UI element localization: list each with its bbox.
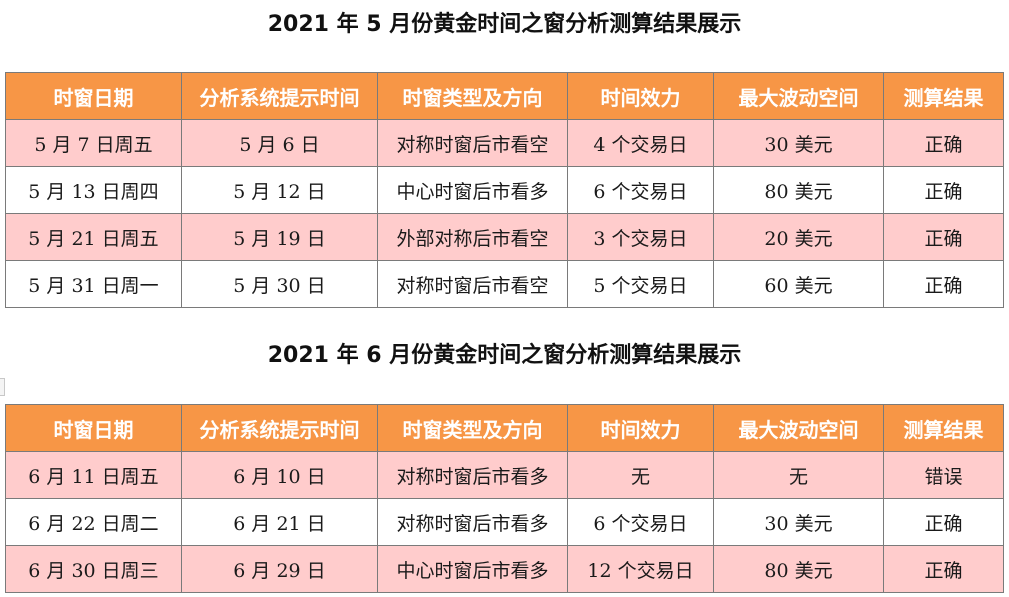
cell-result: 正确 [883, 213, 1004, 261]
cell-result: 正确 [883, 166, 1004, 214]
cell-window-type-direction: 对称时窗后市看多 [377, 451, 568, 499]
cell-window-date: 6 月 30 日周三 [5, 545, 182, 593]
table-row: 5 月 7 日周五 5 月 6 日 对称时窗后市看空 4 个交易日 30 美元 … [5, 119, 1004, 167]
cell-max-fluctuation: 30 美元 [713, 498, 884, 546]
cell-window-date: 5 月 7 日周五 [5, 119, 182, 167]
cell-time-effect: 6 个交易日 [567, 498, 714, 546]
cell-window-type-direction: 对称时窗后市看空 [377, 260, 568, 308]
header-system-hint-time: 分析系统提示时间 [181, 72, 378, 120]
cell-time-effect: 无 [567, 451, 714, 499]
may-results-title: 2021 年 5 月份黄金时间之窗分析测算结果展示 [267, 12, 742, 37]
table-header-row: 时窗日期 分析系统提示时间 时窗类型及方向 时间效力 最大波动空间 测算结果 [5, 404, 1004, 452]
cell-window-date: 6 月 22 日周二 [5, 498, 182, 546]
cell-max-fluctuation: 30 美元 [713, 119, 884, 167]
table-header-row: 时窗日期 分析系统提示时间 时窗类型及方向 时间效力 最大波动空间 测算结果 [5, 72, 1004, 120]
cell-max-fluctuation: 无 [713, 451, 884, 499]
cell-window-type-direction: 中心时窗后市看多 [377, 166, 568, 214]
cell-result: 正确 [883, 498, 1004, 546]
table-row: 6 月 22 日周二 6 月 21 日 对称时窗后市看多 6 个交易日 30 美… [5, 498, 1004, 546]
cell-system-hint-time: 5 月 30 日 [181, 260, 378, 308]
header-time-effect: 时间效力 [567, 404, 714, 452]
cell-result: 错误 [883, 451, 1004, 499]
header-result: 测算结果 [883, 404, 1004, 452]
cell-window-date: 5 月 13 日周四 [5, 166, 182, 214]
header-system-hint-time: 分析系统提示时间 [181, 404, 378, 452]
cell-result: 正确 [883, 260, 1004, 308]
cell-system-hint-time: 6 月 29 日 [181, 545, 378, 593]
header-max-fluctuation: 最大波动空间 [713, 404, 884, 452]
cell-system-hint-time: 5 月 12 日 [181, 166, 378, 214]
cell-max-fluctuation: 80 美元 [713, 166, 884, 214]
header-window-type-direction: 时窗类型及方向 [377, 404, 568, 452]
cell-max-fluctuation: 60 美元 [713, 260, 884, 308]
table-row: 6 月 11 日周五 6 月 10 日 对称时窗后市看多 无 无 错误 [5, 451, 1004, 499]
june-results-title: 2021 年 6 月份黄金时间之窗分析测算结果展示 [267, 343, 742, 368]
header-result: 测算结果 [883, 72, 1004, 120]
cell-window-type-direction: 外部对称后市看空 [377, 213, 568, 261]
cell-window-type-direction: 对称时窗后市看空 [377, 119, 568, 167]
cell-time-effect: 12 个交易日 [567, 545, 714, 593]
cell-system-hint-time: 6 月 10 日 [181, 451, 378, 499]
cell-system-hint-time: 5 月 19 日 [181, 213, 378, 261]
cell-result: 正确 [883, 545, 1004, 593]
table-row: 5 月 13 日周四 5 月 12 日 中心时窗后市看多 6 个交易日 80 美… [5, 166, 1004, 214]
edge-resize-marker [0, 378, 5, 396]
cell-max-fluctuation: 20 美元 [713, 213, 884, 261]
cell-window-type-direction: 中心时窗后市看多 [377, 545, 568, 593]
cell-result: 正确 [883, 119, 1004, 167]
header-window-date: 时窗日期 [5, 404, 182, 452]
cell-max-fluctuation: 80 美元 [713, 545, 884, 593]
header-time-effect: 时间效力 [567, 72, 714, 120]
header-max-fluctuation: 最大波动空间 [713, 72, 884, 120]
cell-system-hint-time: 6 月 21 日 [181, 498, 378, 546]
may-results-table: 时窗日期 分析系统提示时间 时窗类型及方向 时间效力 最大波动空间 测算结果 5… [5, 72, 1004, 308]
cell-time-effect: 6 个交易日 [567, 166, 714, 214]
june-results-table: 时窗日期 分析系统提示时间 时窗类型及方向 时间效力 最大波动空间 测算结果 6… [5, 404, 1004, 593]
header-window-date: 时窗日期 [5, 72, 182, 120]
cell-system-hint-time: 5 月 6 日 [181, 119, 378, 167]
cell-window-type-direction: 对称时窗后市看多 [377, 498, 568, 546]
cell-time-effect: 5 个交易日 [567, 260, 714, 308]
table-row: 5 月 21 日周五 5 月 19 日 外部对称后市看空 3 个交易日 20 美… [5, 213, 1004, 261]
table-row: 6 月 30 日周三 6 月 29 日 中心时窗后市看多 12 个交易日 80 … [5, 545, 1004, 593]
cell-time-effect: 3 个交易日 [567, 213, 714, 261]
header-window-type-direction: 时窗类型及方向 [377, 72, 568, 120]
cell-window-date: 5 月 31 日周一 [5, 260, 182, 308]
cell-window-date: 5 月 21 日周五 [5, 213, 182, 261]
cell-time-effect: 4 个交易日 [567, 119, 714, 167]
table-row: 5 月 31 日周一 5 月 30 日 对称时窗后市看空 5 个交易日 60 美… [5, 260, 1004, 308]
cell-window-date: 6 月 11 日周五 [5, 451, 182, 499]
